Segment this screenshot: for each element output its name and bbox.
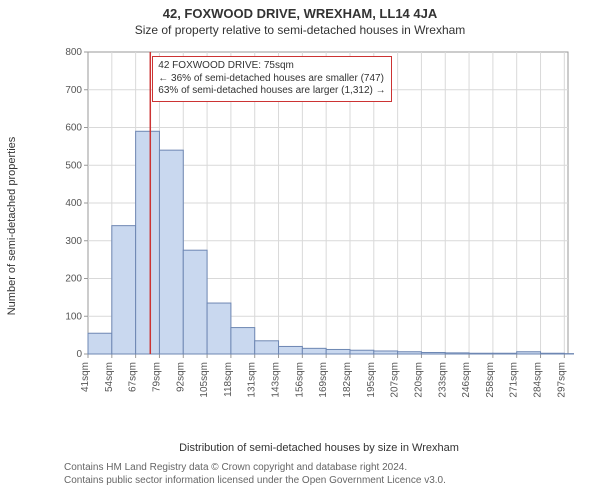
svg-text:105sqm: 105sqm — [199, 362, 210, 398]
chart-subtitle: Size of property relative to semi-detach… — [0, 21, 600, 37]
credit-line-2: Contains public sector information licen… — [64, 475, 574, 488]
svg-text:297sqm: 297sqm — [556, 362, 567, 398]
svg-text:143sqm: 143sqm — [271, 362, 282, 398]
svg-text:118sqm: 118sqm — [223, 362, 234, 397]
credit-block: Contains HM Land Registry data © Crown c… — [64, 462, 574, 487]
svg-text:284sqm: 284sqm — [533, 362, 544, 398]
svg-text:300: 300 — [65, 236, 82, 247]
svg-text:67sqm: 67sqm — [128, 362, 139, 392]
svg-text:500: 500 — [65, 160, 82, 171]
svg-text:54sqm: 54sqm — [104, 362, 115, 392]
y-axis-label: Number of semi-detached properties — [6, 46, 18, 406]
svg-text:207sqm: 207sqm — [390, 362, 401, 398]
y-axis-label-wrap: Number of semi-detached properties — [6, 46, 22, 406]
page-title: 42, FOXWOOD DRIVE, WREXHAM, LL14 4JA — [0, 0, 600, 21]
svg-text:182sqm: 182sqm — [342, 362, 353, 398]
svg-text:258sqm: 258sqm — [485, 362, 496, 398]
svg-text:600: 600 — [65, 123, 82, 134]
svg-text:195sqm: 195sqm — [366, 362, 377, 398]
svg-text:169sqm: 169sqm — [318, 362, 329, 398]
annotation-box: 42 FOXWOOD DRIVE: 75sqm ← 36% of semi-de… — [152, 56, 391, 102]
annotation-line-2: ← 36% of semi-detached houses are smalle… — [158, 73, 385, 86]
svg-text:92sqm: 92sqm — [175, 362, 186, 392]
svg-text:41sqm: 41sqm — [80, 362, 91, 392]
svg-text:400: 400 — [65, 198, 82, 209]
svg-text:233sqm: 233sqm — [437, 362, 448, 398]
svg-text:246sqm: 246sqm — [461, 362, 472, 398]
svg-text:100: 100 — [65, 311, 82, 322]
svg-text:156sqm: 156sqm — [294, 362, 305, 398]
credit-line-1: Contains HM Land Registry data © Crown c… — [64, 462, 574, 475]
annotation-line-1: 42 FOXWOOD DRIVE: 75sqm — [158, 60, 385, 73]
svg-text:800: 800 — [65, 47, 82, 58]
svg-text:0: 0 — [76, 349, 82, 360]
x-axis-label: Distribution of semi-detached houses by … — [64, 442, 574, 454]
svg-text:79sqm: 79sqm — [151, 362, 162, 392]
annotation-line-3: 63% of semi-detached houses are larger (… — [158, 85, 385, 98]
svg-text:700: 700 — [65, 85, 82, 96]
chart-area: 0 100 200 300 400 500 600 700 800 41sqm 54sqm 67sqm… — [64, 46, 574, 406]
svg-text:131sqm: 131sqm — [247, 362, 258, 398]
svg-text:200: 200 — [65, 274, 82, 285]
svg-text:271sqm: 271sqm — [509, 362, 520, 398]
svg-text:220sqm: 220sqm — [413, 362, 424, 398]
